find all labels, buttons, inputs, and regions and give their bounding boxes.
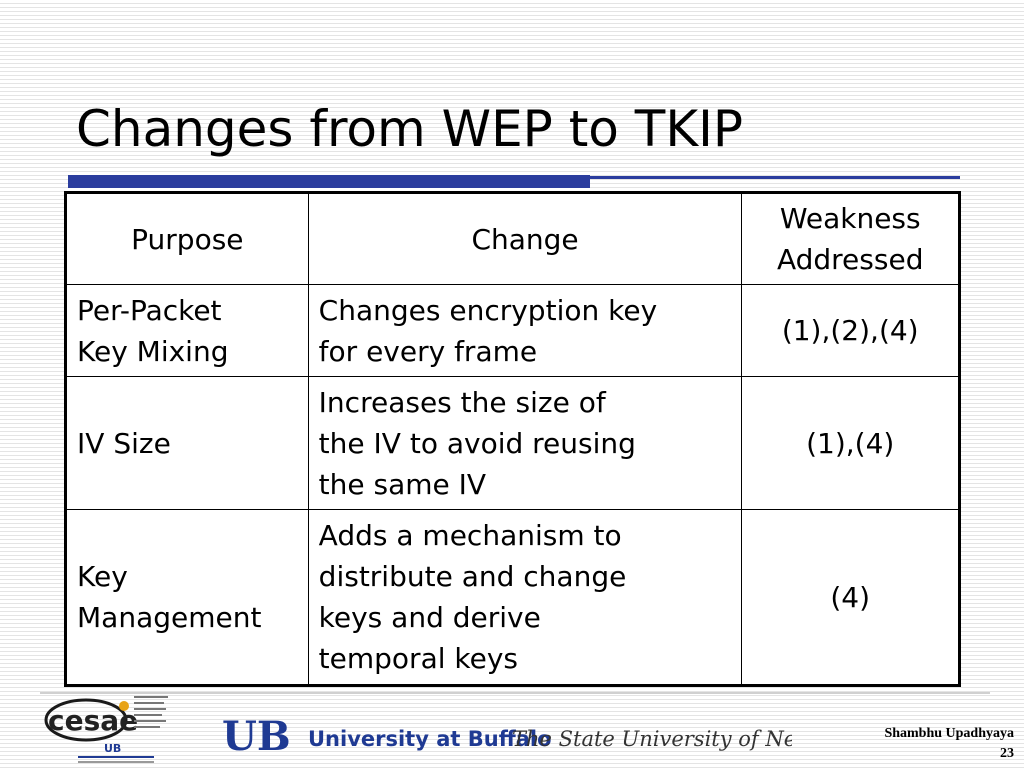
cell-purpose: Key Management [65,509,309,686]
cell-change: Changes encryption key for every frame [307,284,743,377]
cell-text: the IV to avoid reusing [318,426,636,460]
header-text: Weakness [779,202,921,235]
cell-weakness: (1),(4) [741,376,960,510]
cell-purpose: Per-Packet Key Mixing [65,284,309,377]
header-cell-purpose: Purpose [65,192,309,285]
header-cell-change: Change [307,192,743,285]
cell-text: (1),(4) [806,426,895,460]
title-underline-thin [590,176,960,179]
cell-text: Changes encryption key [318,293,658,327]
cell-change: Increases the size of the IV to avoid re… [307,376,743,510]
cell-text: (1),(2),(4) [781,314,919,347]
cesdae-logo-icon: cesae UB [44,696,168,763]
cell-text: Key Mixing [77,334,229,368]
slide-title: Changes from WEP to TKIP [76,100,744,158]
title-underline-bar [68,175,590,188]
footer-divider [40,692,990,694]
table-row: Per-Packet Key Mixing Changes encryption… [65,284,960,377]
tkip-changes-table: Purpose Change Weakness Addressed Per-Pa… [64,191,961,687]
header-text: Change [471,222,579,256]
header-text: Purpose [131,222,244,256]
table-header-row: Purpose Change Weakness Addressed [65,192,960,285]
header-text: Addressed [776,243,924,276]
page-number: 23 [1000,746,1014,761]
cell-text: Key [77,560,128,593]
table-row: IV Size Increases the size of the IV to … [65,376,960,510]
cell-purpose: IV Size [65,376,309,510]
cell-weakness: (1),(2),(4) [741,284,960,377]
cell-text: Increases the size of [318,385,606,419]
author-credit: Shambhu Upadhyaya 23 [884,724,1014,764]
cell-text: Per-Packet [77,293,222,327]
author-name: Shambhu Upadhyaya [884,726,1014,741]
cell-text: the same IV [318,467,487,501]
cell-text: IV Size [77,426,171,460]
cell-text: temporal keys [318,642,519,675]
cell-text: keys and derive [318,601,541,634]
cell-change: Adds a mechanism to distribute and chang… [307,509,743,686]
table-row: Key Management Adds a mechanism to distr… [65,509,960,686]
cell-text: Adds a mechanism to [318,519,622,552]
svg-text:UB: UB [104,742,121,755]
cell-text: Management [77,601,262,634]
svg-text:UB: UB [222,713,291,758]
cell-weakness: (4) [741,509,960,686]
header-cell-weakness: Weakness Addressed [741,192,960,285]
svg-text:University at Buffalo: University at Buffalo [308,727,552,751]
cell-text: for every frame [318,334,538,368]
cell-text: distribute and change [318,560,627,593]
svg-text:The State University of New Yo: The State University of New York [512,727,792,751]
cell-text: (4) [830,580,871,614]
ub-logo-icon: UB University at Buffalo The State Unive… [222,713,792,758]
